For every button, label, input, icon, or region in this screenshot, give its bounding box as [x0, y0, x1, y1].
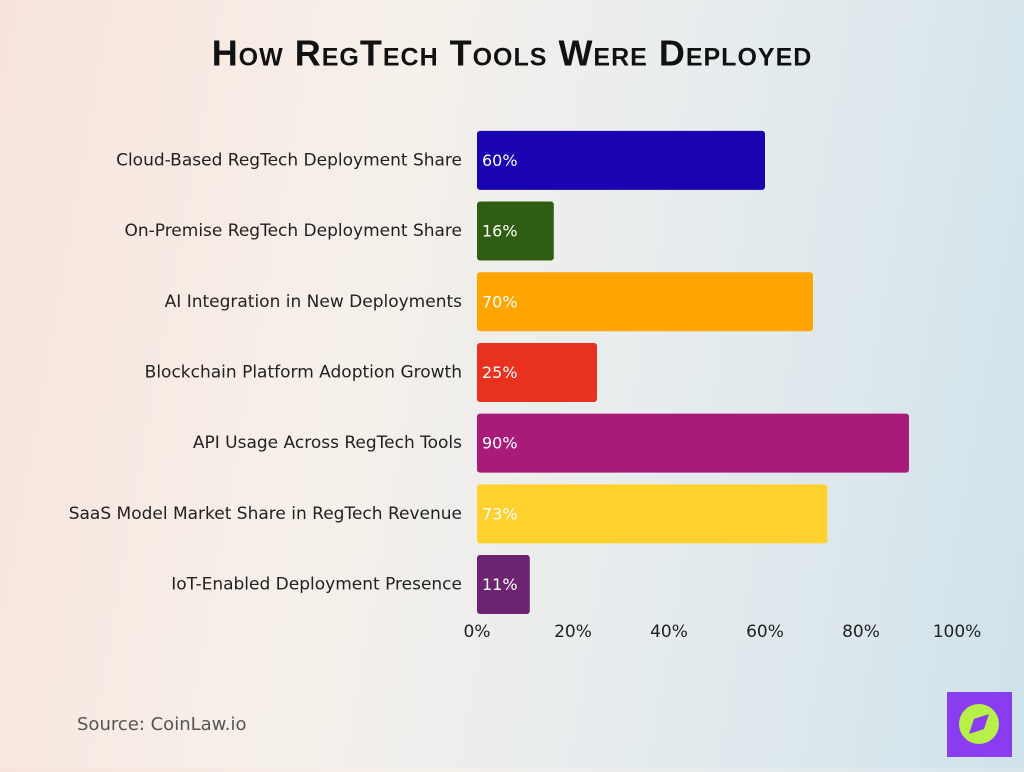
source: Source: CoinLaw.io — [77, 714, 246, 735]
y-tick-label: Cloud-Based RegTech Deployment Share — [116, 150, 462, 170]
logo-needle — [969, 714, 989, 734]
value-label: 73% — [482, 504, 518, 523]
value-label: 16% — [482, 222, 518, 241]
y-tick-label: AI Integration in New Deployments — [165, 292, 462, 312]
bar — [477, 555, 530, 615]
chart-title: How RegTech Tools Were Deployed — [212, 33, 813, 74]
bar — [477, 130, 765, 190]
value-label: 60% — [482, 151, 518, 170]
logo — [947, 692, 1012, 757]
x-tick-label: 60% — [746, 622, 784, 642]
x-tick-label: 100% — [933, 622, 982, 642]
bar — [477, 201, 554, 261]
bar — [477, 272, 813, 332]
y-tick-label: IoT-Enabled Deployment Presence — [171, 575, 462, 595]
value-label: 90% — [482, 434, 518, 453]
y-tick-label: Blockchain Platform Adoption Growth — [145, 362, 462, 382]
value-label: 11% — [482, 575, 518, 594]
bar — [477, 413, 909, 473]
bar — [477, 342, 597, 402]
y-tick-label: On-Premise RegTech Deployment Share — [124, 221, 462, 241]
y-tick-label: API Usage Across RegTech Tools — [193, 433, 462, 453]
x-tick-label: 40% — [650, 622, 688, 642]
y-tick-label: SaaS Model Market Share in RegTech Reven… — [69, 504, 462, 524]
value-label: 70% — [482, 292, 518, 311]
x-tick-label: 80% — [842, 622, 880, 642]
value-label: 25% — [482, 363, 518, 382]
bar — [477, 484, 828, 544]
x-tick-label: 0% — [464, 622, 491, 642]
x-tick-label: 20% — [554, 622, 592, 642]
